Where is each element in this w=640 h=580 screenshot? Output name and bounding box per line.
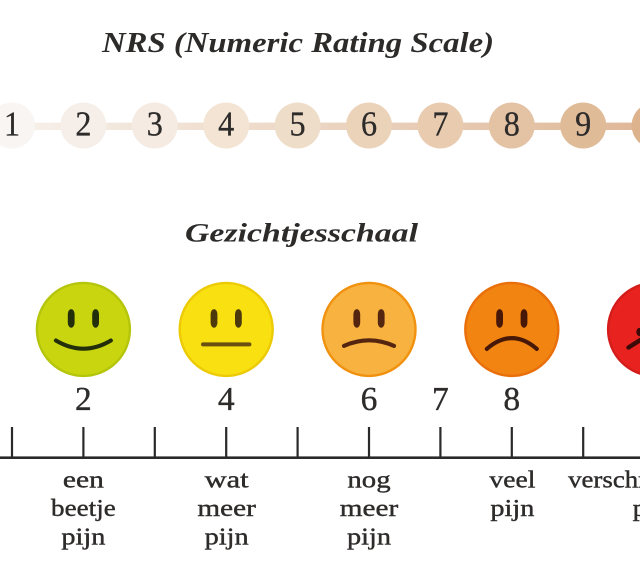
svg-text:pijn: pijn [61, 523, 105, 550]
svg-text:nog: nog [347, 466, 390, 493]
svg-text:6: 6 [361, 381, 378, 418]
svg-text:beetje: beetje [51, 494, 116, 521]
svg-text:9: 9 [575, 105, 591, 144]
svg-text:wat: wat [205, 467, 249, 493]
svg-text:4: 4 [218, 381, 235, 418]
svg-text:Gezichtjesschaal: Gezichtjesschaal [185, 219, 419, 248]
svg-text:7: 7 [432, 381, 449, 418]
svg-text:verschrikkelijke: verschrikkelijke [568, 466, 640, 493]
svg-text:1: 1 [4, 105, 20, 144]
svg-text:pijn: pijn [633, 495, 640, 522]
svg-text:3: 3 [147, 105, 163, 144]
svg-text:meer: meer [340, 494, 399, 521]
svg-text:5: 5 [290, 105, 306, 144]
svg-text:4: 4 [218, 105, 234, 144]
svg-text:pijn: pijn [490, 495, 534, 522]
svg-text:een: een [63, 466, 105, 493]
svg-text:2: 2 [75, 105, 91, 144]
svg-text:8: 8 [504, 105, 520, 144]
svg-text:2: 2 [75, 381, 92, 418]
svg-text:NRS (Numeric Rating Scale): NRS (Numeric Rating Scale) [101, 28, 494, 59]
svg-text:pijn: pijn [347, 523, 391, 550]
svg-text:6: 6 [361, 105, 377, 144]
svg-text:7: 7 [432, 105, 448, 144]
svg-text:pijn: pijn [205, 523, 249, 550]
svg-text:veel: veel [489, 466, 535, 493]
svg-text:meer: meer [197, 494, 256, 521]
svg-text:8: 8 [503, 381, 520, 418]
